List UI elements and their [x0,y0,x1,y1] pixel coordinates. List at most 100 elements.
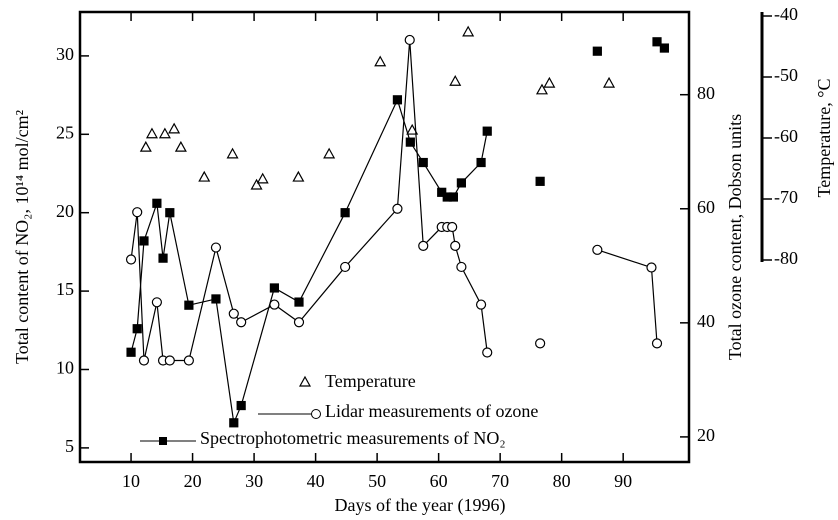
data-point [145,127,158,139]
x-tick-label: 20 [184,471,202,491]
data-point [543,76,556,88]
x-tick-label: 40 [307,471,325,491]
x-tick-label: 50 [368,471,386,491]
data-point [132,324,142,334]
y-tick-label: 5 [65,436,74,456]
data-point [418,240,429,251]
data-point [256,172,269,184]
data-point [236,317,247,328]
data-point [449,75,462,86]
data-point [198,170,211,182]
data-point [340,261,351,273]
data-point [651,338,663,349]
data-point [269,299,280,310]
data-point [211,294,221,304]
data-point [374,55,387,67]
data-point [603,76,616,88]
data-point [164,355,175,366]
y3-axis-title: Temperature, °C [814,79,834,198]
data-point [151,297,162,308]
data-point [168,122,181,134]
data-point [482,126,492,136]
data-point [392,95,403,105]
y-axis-title: Total content of NO₂, 10¹⁴ mol/cm² [12,110,32,364]
data-point [592,244,603,255]
y3-tick-label: -50 [774,65,798,85]
y2-tick-label: 20 [697,425,715,445]
data-point [404,34,415,46]
y-tick-label: 15 [56,279,74,299]
y-tick-label: 10 [56,358,74,378]
data-point [340,208,350,218]
x-tick-label: 80 [553,471,571,491]
data-point [183,355,194,366]
y-tick-label: 20 [56,201,74,221]
data-point [456,178,466,188]
data-point [592,46,602,56]
y2-tick-label: 40 [697,311,715,331]
data-point [138,355,150,366]
plot-frame [78,10,691,464]
data-point [535,176,545,186]
data-point [475,299,487,310]
data-point [226,147,239,159]
data-point [406,123,419,135]
x-tick-label: 90 [614,471,632,491]
y2-axis-title: Total ozone content, Dobson units [725,114,745,360]
y-tick-label: 30 [56,44,74,64]
x-tick-label: 70 [491,471,509,491]
legend-marker [159,437,167,445]
data-point [456,261,467,273]
legend-label: Spectrophotometric measurements of NO₂ [200,428,506,448]
x-tick-label: 30 [245,471,263,491]
data-point [405,137,415,147]
y3-tick-label: -40 [774,4,798,24]
data-point [228,308,239,319]
data-point [269,283,279,293]
legend-label: Lidar measurements of ozone [325,401,538,421]
series-line [130,39,658,362]
data-point [184,300,194,310]
data-point [236,400,246,411]
data-point [450,240,461,251]
data-point [158,253,168,263]
y2-tick-label: 80 [697,83,715,103]
data-point [652,37,662,47]
legend: Temperature Lidar measurements of ozone … [140,371,538,448]
x-tick-label: 10 [122,471,140,491]
data-point [139,140,152,152]
y2-tick-label: 60 [697,197,715,217]
data-point [476,157,486,168]
data-point [293,317,305,328]
x-axis-title: Days of the year (1996) [335,495,506,516]
y3-tick-label: -70 [774,187,798,207]
legend-marker [311,409,321,419]
data-point [125,254,137,265]
data-point [250,178,263,190]
data-point [659,43,669,53]
y3-tick-label: -60 [774,126,798,146]
data-point [646,262,657,273]
data-point [132,207,143,218]
data-point [126,347,136,357]
data-point [210,242,222,253]
data-point [152,198,162,208]
legend-marker [298,375,312,387]
data-point [535,83,548,95]
data-point [174,140,187,152]
data-point [139,236,149,246]
data-point [292,170,305,182]
legend-label: Temperature [325,371,416,391]
x-tick-label: 60 [430,471,448,491]
data-point [437,187,447,197]
data-point [158,127,171,139]
data-point [229,418,239,428]
data-point [448,192,458,202]
data-point [462,25,475,37]
data-point [294,297,304,307]
data-point [323,147,336,159]
y-tick-label: 25 [56,122,74,142]
data-point [165,208,175,218]
data-point [535,338,546,349]
